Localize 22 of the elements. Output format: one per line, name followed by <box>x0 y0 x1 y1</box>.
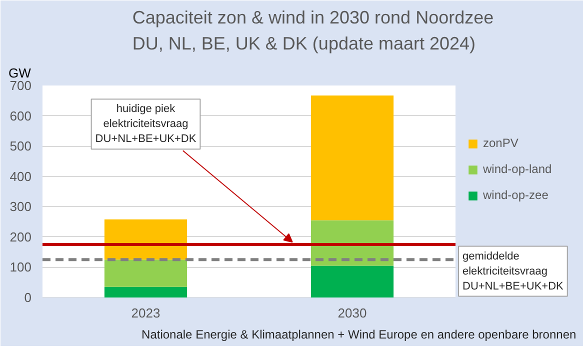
ref-line-label: huidige piek elektriciteitsvraag DU+NL+BE+UK+DK <box>95 103 197 146</box>
y-tick-label: 100 <box>10 260 32 275</box>
bar <box>104 286 188 298</box>
chart-title: Capaciteit zon & wind in 2030 rond Noordzee DU, NL, BE, UK & DK (update maart 2024) <box>132 8 494 54</box>
legend-label: zonPV <box>483 136 518 150</box>
ref-line-label: gemiddelde elektriciteitsvraag DU+NL+BE+UK+DK <box>462 250 564 292</box>
text: Nationale Energie & Klimaatplannen + Wind Europe en andere openbare bronnen <box>142 328 576 342</box>
bar <box>104 260 188 287</box>
y-tick-label: 500 <box>10 138 32 154</box>
y-tick-label: 700 <box>10 78 32 93</box>
y-tick-label: 300 <box>10 199 32 214</box>
x-tick-label: 2023 <box>131 306 160 320</box>
y-tick-label: 0 <box>24 290 32 305</box>
y-tick-label: 400 <box>10 168 32 184</box>
x-tick-label: 2030 <box>338 306 367 320</box>
y-tick-label: 600 <box>10 108 32 124</box>
bar <box>310 266 394 298</box>
legend-label: wind-op-land <box>483 162 552 176</box>
legend-label: wind-op-zee <box>483 188 548 202</box>
bar <box>310 95 394 220</box>
y-axis-title: GW <box>8 66 32 80</box>
y-tick-label: 200 <box>10 229 32 244</box>
